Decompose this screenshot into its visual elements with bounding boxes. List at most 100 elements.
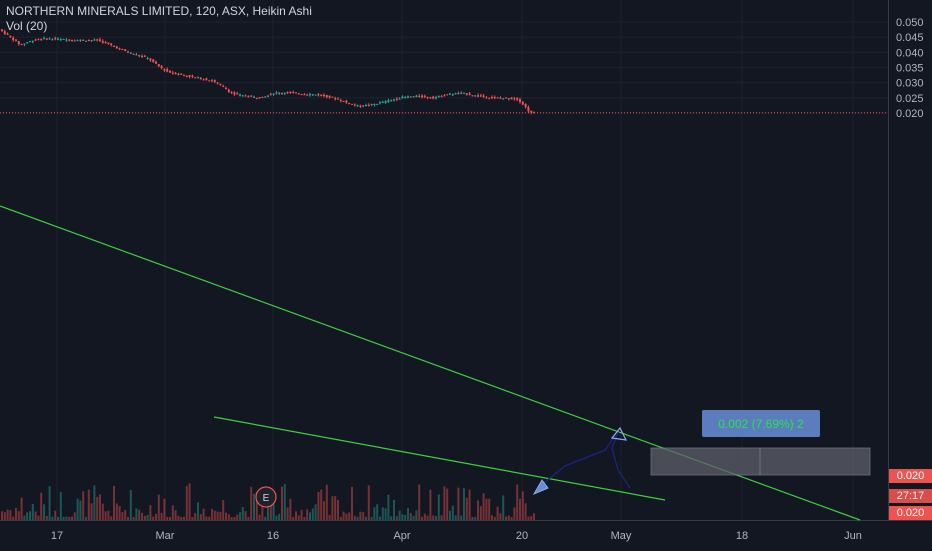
candle-body bbox=[225, 87, 227, 90]
candle-body bbox=[233, 92, 236, 95]
volume-bar bbox=[264, 516, 267, 520]
volume-bar bbox=[533, 513, 535, 520]
volume-bar bbox=[54, 510, 57, 520]
volume-bar bbox=[129, 490, 132, 520]
volume-bar bbox=[269, 501, 272, 520]
candle-body bbox=[421, 95, 423, 98]
candle-body bbox=[166, 69, 169, 72]
candle-body bbox=[138, 55, 141, 57]
candle-body bbox=[362, 105, 365, 107]
volume-bar bbox=[404, 514, 407, 520]
candle-body bbox=[510, 97, 513, 100]
volume-bar bbox=[258, 514, 261, 520]
candle-body bbox=[205, 78, 208, 81]
candle-body bbox=[261, 96, 264, 98]
volume-bar bbox=[87, 489, 90, 520]
volume-bar bbox=[331, 496, 334, 520]
candle-body bbox=[328, 95, 331, 98]
time-tick-label: 18 bbox=[736, 530, 748, 542]
candle-body bbox=[309, 94, 311, 96]
candle-body bbox=[68, 39, 71, 41]
candle-body bbox=[236, 93, 239, 95]
volume-bar bbox=[345, 513, 348, 520]
candle-body bbox=[213, 80, 216, 82]
volume-bar bbox=[1, 511, 3, 520]
volume-bar bbox=[516, 484, 519, 520]
volume-bar bbox=[365, 516, 367, 520]
volume-bar bbox=[465, 497, 468, 520]
candle-body bbox=[76, 40, 79, 42]
volume-bar bbox=[451, 505, 454, 520]
candle-body bbox=[300, 94, 303, 96]
volume-bar bbox=[31, 503, 34, 520]
candle-body bbox=[409, 96, 412, 98]
candle-body bbox=[342, 101, 345, 103]
time-tick-label: Mar bbox=[156, 530, 175, 542]
price-tick-label: 0.050 bbox=[896, 17, 924, 29]
volume-bar bbox=[202, 508, 205, 520]
volume-bar bbox=[499, 513, 502, 520]
volume-bar bbox=[48, 486, 51, 520]
volume-bar bbox=[362, 512, 365, 520]
volume-bar bbox=[213, 510, 216, 520]
volume-bar bbox=[157, 494, 160, 520]
volume-bar bbox=[530, 516, 533, 520]
partial-price-tag: 0.020 bbox=[889, 506, 932, 520]
candle-body bbox=[474, 95, 477, 97]
volume-bar bbox=[227, 514, 230, 520]
candle-body bbox=[348, 102, 351, 105]
volume-bar bbox=[169, 516, 171, 520]
candle-body bbox=[471, 95, 474, 97]
time-tick-label: 16 bbox=[267, 530, 279, 542]
price-axis[interactable] bbox=[888, 0, 932, 520]
candle-body bbox=[82, 39, 85, 41]
candle-body bbox=[107, 42, 110, 44]
candle-body bbox=[199, 77, 202, 80]
volume-bar bbox=[367, 485, 370, 520]
candle-body bbox=[457, 93, 460, 95]
volume-bar bbox=[149, 505, 152, 520]
candle-body bbox=[149, 58, 152, 61]
candle-body bbox=[54, 38, 57, 40]
volume-bar bbox=[488, 498, 491, 520]
volume-bar bbox=[113, 485, 115, 520]
candle-body bbox=[454, 93, 457, 95]
candle-body bbox=[12, 37, 15, 41]
volume-bar bbox=[225, 512, 227, 520]
volume-bar bbox=[300, 509, 303, 520]
candle-body bbox=[121, 49, 124, 51]
volume-bar bbox=[34, 511, 37, 520]
volume-bar bbox=[320, 489, 323, 520]
candle-body bbox=[530, 110, 533, 113]
time-axis[interactable] bbox=[0, 520, 932, 551]
candle-body bbox=[505, 97, 507, 99]
candle-body bbox=[451, 94, 454, 96]
volume-indicator-label[interactable]: Vol (20) bbox=[6, 19, 48, 33]
candle-body bbox=[17, 41, 20, 44]
volume-bar bbox=[387, 494, 390, 520]
candle-body bbox=[57, 38, 59, 40]
volume-bar bbox=[138, 509, 141, 520]
candle-body bbox=[104, 42, 107, 44]
volume-bar bbox=[6, 509, 9, 520]
volume-bar bbox=[409, 513, 412, 520]
volume-bar bbox=[334, 496, 337, 520]
candle-body bbox=[129, 52, 132, 54]
volume-bar bbox=[127, 516, 129, 520]
volume-bar bbox=[222, 500, 225, 520]
symbol-title[interactable]: NORTHERN MINERALS LIMITED, 120, ASX, Hei… bbox=[6, 4, 312, 18]
candle-body bbox=[446, 94, 449, 96]
candle-body bbox=[208, 80, 211, 82]
volume-bar bbox=[289, 498, 292, 520]
candle-body bbox=[440, 96, 443, 98]
volume-bar bbox=[247, 516, 250, 520]
volume-bar bbox=[527, 516, 530, 520]
candle-body bbox=[499, 97, 502, 99]
price-tick-label: 0.035 bbox=[896, 62, 924, 74]
volume-bar bbox=[188, 483, 191, 520]
volume-bar bbox=[118, 505, 121, 520]
candle-body bbox=[115, 46, 118, 49]
candle-body bbox=[370, 103, 373, 105]
